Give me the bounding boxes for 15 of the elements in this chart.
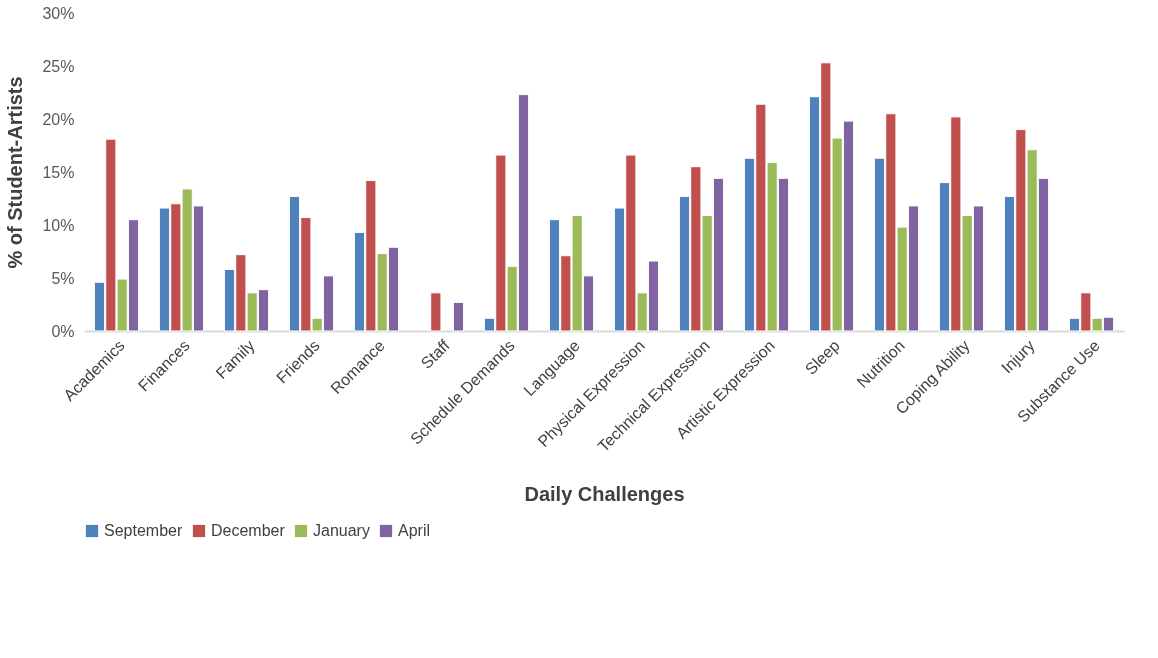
legend-label: April [398,522,431,539]
bar [430,292,442,332]
y-tick-label: 15% [42,163,75,181]
legend-label: January [313,522,370,539]
y-tick-label: 20% [42,110,75,128]
legend-label: September [104,522,183,539]
y-tick-label: 10% [42,216,75,234]
bar [452,301,465,332]
y-tick-label: 30% [42,4,75,22]
y-tick-label: 5% [51,269,75,287]
y-axis-title: % of Student-Artists [4,76,27,269]
x-axis-title: Daily Challenges [524,483,685,506]
y-tick-label: 25% [42,57,75,75]
legend-label: December [211,522,286,539]
y-tick-label: 0% [51,322,75,340]
